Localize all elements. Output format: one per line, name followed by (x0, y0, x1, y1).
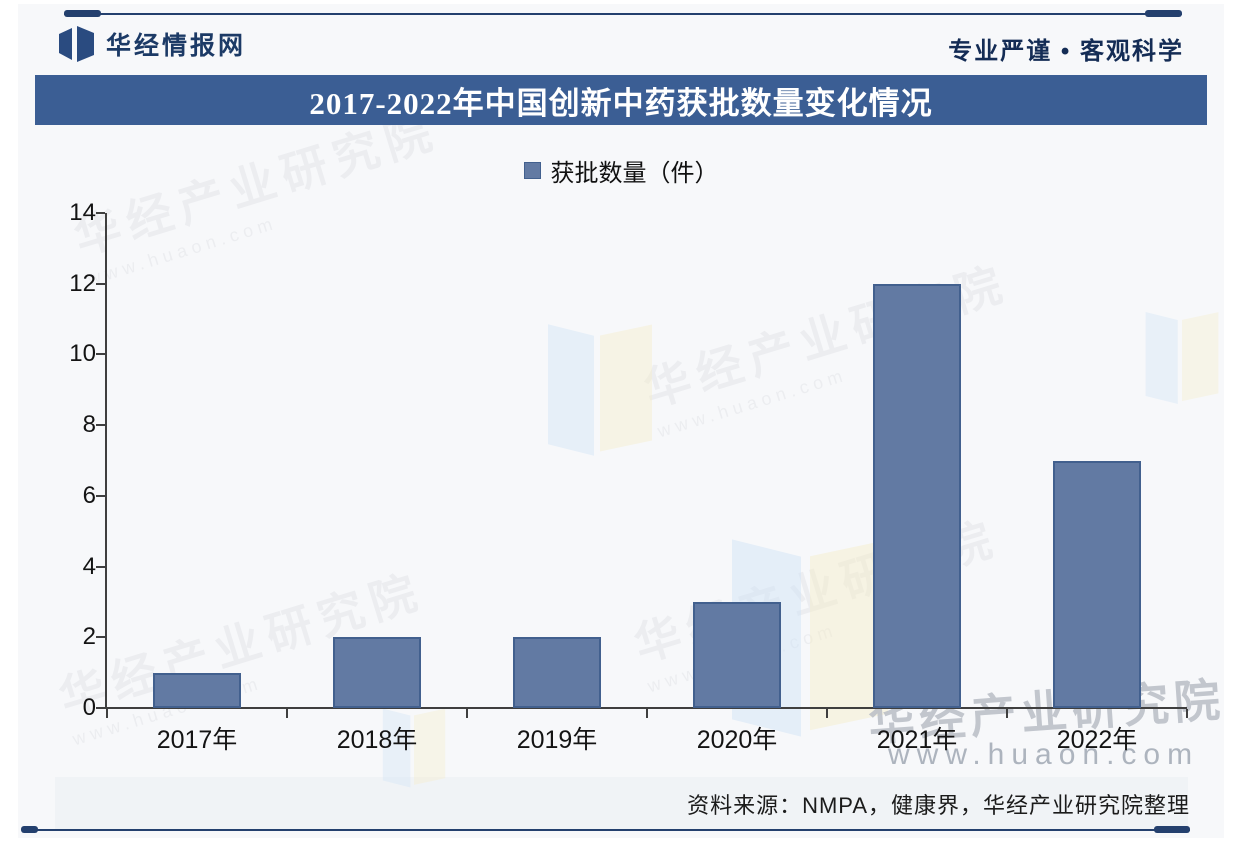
x-axis-line (105, 707, 1187, 709)
source-band (55, 777, 1188, 829)
bottom-rule (24, 829, 1190, 831)
x-axis-tick (466, 709, 468, 718)
brand-name: 华经情报网 (106, 32, 247, 60)
source-note: 资料来源：NMPA，健康界，华经产业研究院整理 (687, 793, 1190, 818)
bar (1053, 460, 1141, 708)
x-axis-label: 2019年 (516, 726, 598, 754)
huajing-logo-icon (59, 26, 94, 62)
y-axis-label: 4 (82, 552, 96, 580)
y-axis-label: 14 (69, 199, 96, 226)
title-bar: 2017-2022年中国创新中药获批数量变化情况 (35, 75, 1207, 125)
y-axis-tick (96, 565, 105, 568)
y-axis-tick (96, 636, 105, 639)
legend: 获批数量（件） (0, 153, 1242, 188)
x-axis-tick (1186, 709, 1188, 718)
y-axis-tick (96, 282, 105, 285)
y-axis-tick (96, 212, 105, 214)
x-axis-label: 2017年 (156, 726, 238, 754)
x-axis-tick (286, 709, 288, 718)
y-axis-label: 12 (69, 269, 96, 297)
bar (693, 601, 781, 708)
y-axis-label: 10 (69, 340, 96, 368)
bottom-rule-right-cap (1154, 826, 1190, 833)
y-axis-label: 2 (82, 623, 96, 651)
bottom-rule-left-cap (21, 826, 38, 833)
y-axis-tick (96, 353, 105, 356)
top-rule-right-cap (1145, 10, 1182, 17)
bar (333, 637, 421, 708)
legend-swatch (523, 162, 541, 179)
bar (873, 283, 961, 708)
legend-label: 获批数量（件） (550, 160, 719, 187)
x-axis-label: 2021年 (876, 726, 958, 754)
y-axis-tick (96, 424, 105, 427)
x-axis-label: 2022年 (1056, 726, 1138, 754)
bar (513, 637, 601, 708)
brand: 华经情报网 (56, 26, 246, 62)
x-axis-tick (646, 709, 648, 718)
x-axis-tick (826, 709, 828, 718)
x-axis-label: 2018年 (336, 726, 418, 754)
y-axis-line (105, 213, 107, 708)
chart-title: 2017-2022年中国创新中药获批数量变化情况 (309, 85, 933, 121)
x-axis-label: 2020年 (696, 726, 778, 754)
y-axis-label: 6 (82, 481, 96, 509)
header-slogan: 专业严谨 • 客观科学 (948, 38, 1184, 65)
x-axis-tick (106, 709, 108, 718)
x-axis-tick (1006, 709, 1008, 718)
y-axis-tick (96, 494, 105, 497)
bar (153, 672, 241, 708)
y-axis-tick (96, 707, 105, 709)
page-background (18, 4, 1224, 838)
top-rule-left-cap (64, 10, 101, 17)
y-axis-label: 0 (82, 694, 96, 721)
top-rule (64, 13, 1182, 15)
y-axis-label: 8 (82, 411, 96, 439)
